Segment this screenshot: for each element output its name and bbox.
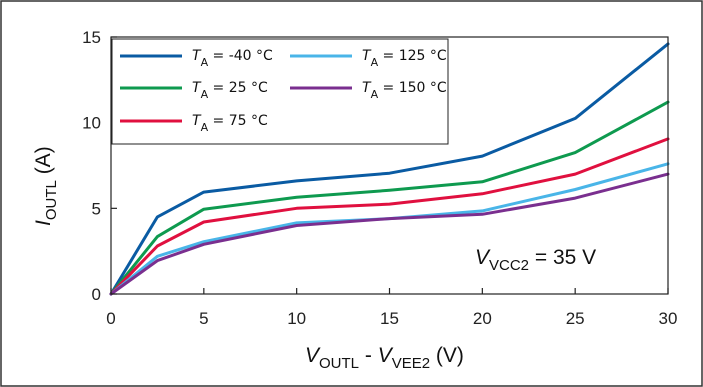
legend: TA = -40 °C TA = 25 °C TA = 75 °C TA = 125 … — [111, 38, 449, 145]
series-line-5 — [109, 172, 670, 296]
x-tick-label: 5 — [199, 309, 208, 328]
legend-label-4: TA = 125 °C — [362, 48, 447, 69]
series-line-2 — [109, 100, 670, 296]
legend-label-5: TA = 150 °C — [362, 80, 447, 101]
tick-layer: 0 5 10 15 20 25 30 0 5 10 15 — [82, 28, 677, 328]
series-line-1 — [109, 42, 670, 296]
x-tick-label: 30 — [659, 309, 678, 328]
x-tick-label: 10 — [287, 309, 306, 328]
y-tick-label: 5 — [92, 199, 101, 218]
vcc2-annotation: VVCC2 = 35 V — [475, 246, 596, 274]
legend-label-3: TA = 75 °C — [192, 113, 268, 134]
x-tick-label: 25 — [566, 309, 585, 328]
legend-label-1: TA = -40 °C — [192, 48, 273, 69]
series-line-3 — [109, 137, 670, 296]
legend-label-2: TA = 25 °C — [192, 80, 268, 101]
y-tick-label: 15 — [82, 28, 101, 47]
y-tick-label: 0 — [92, 285, 101, 304]
y-tick-label: 10 — [82, 114, 101, 133]
x-axis-label: VOUTL - VVEE2 (V) — [305, 344, 464, 372]
x-tick-label: 15 — [380, 309, 399, 328]
series-layer — [109, 42, 670, 296]
y-axis-label: IOUTL (A) — [32, 146, 60, 226]
x-tick-label: 0 — [106, 309, 115, 328]
x-tick-label: 20 — [473, 309, 492, 328]
